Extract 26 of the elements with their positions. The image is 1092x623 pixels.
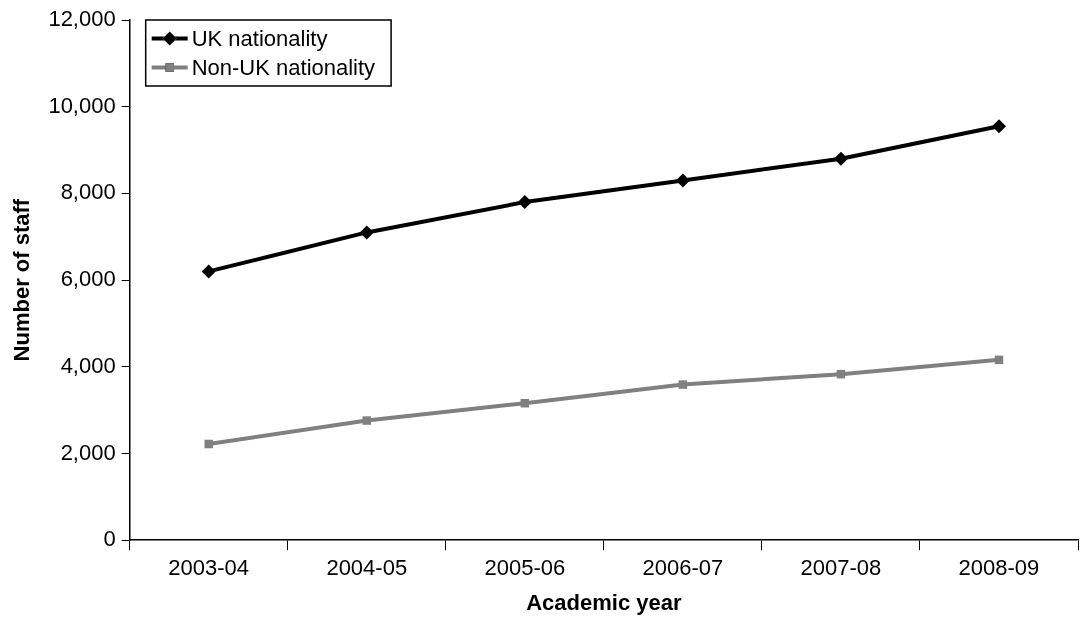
x-tick-label: 2008-09 — [958, 555, 1040, 581]
y-axis-title: Number of staff — [9, 198, 35, 362]
x-tick-label: 2006-07 — [642, 555, 724, 581]
y-tick-label: 0 — [103, 526, 116, 552]
point — [359, 225, 374, 240]
y-tick-label: 2,000 — [60, 439, 116, 465]
y-tick-label: 6,000 — [60, 266, 116, 292]
point — [201, 264, 216, 279]
x-tick-label: 2004-05 — [326, 555, 408, 581]
y-tick-label: 4,000 — [60, 352, 116, 378]
x-tick-label: 2007-08 — [800, 555, 882, 581]
point — [833, 151, 848, 166]
point — [675, 173, 690, 188]
point — [991, 119, 1006, 134]
y-tick-label: 10,000 — [48, 92, 116, 118]
legend-label: Non-UK nationality — [191, 54, 376, 80]
point — [204, 439, 213, 449]
point — [362, 416, 372, 425]
x-tick-label: 2005-06 — [484, 555, 566, 581]
x-axis-title: Academic year — [526, 589, 682, 615]
point — [678, 380, 688, 389]
point — [517, 195, 532, 210]
legend-label: UK nationality — [191, 25, 328, 51]
x-tick-label: 2003-04 — [168, 555, 250, 581]
y-tick-label: 8,000 — [60, 179, 116, 205]
y-tick-label: 12,000 — [48, 6, 116, 32]
